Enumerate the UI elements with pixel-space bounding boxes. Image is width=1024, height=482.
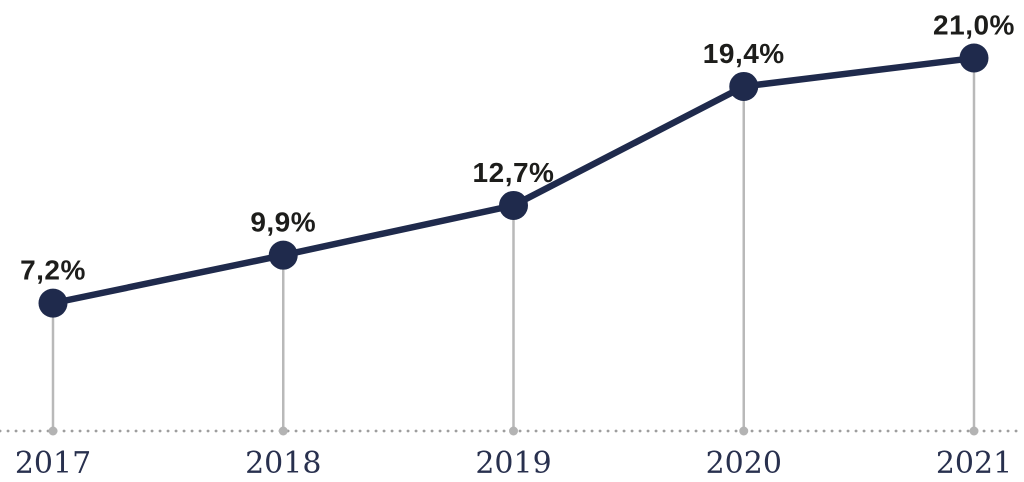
- point-value-label: 12,7%: [473, 157, 555, 188]
- baseline-stem-dot: [48, 426, 58, 436]
- x-axis-year-label: 2018: [245, 446, 321, 481]
- baseline-stem-dot: [969, 426, 979, 436]
- data-point-marker: [38, 288, 68, 318]
- baseline-stem-dot: [739, 426, 749, 436]
- point-value-label: 19,4%: [703, 38, 785, 69]
- x-axis-year-label: 2019: [475, 446, 551, 481]
- baseline-stem-dot: [509, 426, 518, 436]
- point-value-label: 21,0%: [933, 10, 1015, 41]
- x-axis-year-label: 2017: [15, 446, 91, 481]
- baseline-stem-dot: [278, 426, 288, 436]
- x-axis-year-label: 2020: [706, 446, 782, 481]
- point-value-label: 7,2%: [20, 255, 86, 286]
- data-point-marker: [729, 71, 759, 101]
- x-axis-year-label: 2021: [936, 446, 1012, 481]
- data-point-marker: [268, 240, 298, 270]
- data-point-marker: [959, 43, 989, 73]
- point-value-label: 9,9%: [250, 207, 316, 238]
- data-point-marker: [499, 190, 528, 220]
